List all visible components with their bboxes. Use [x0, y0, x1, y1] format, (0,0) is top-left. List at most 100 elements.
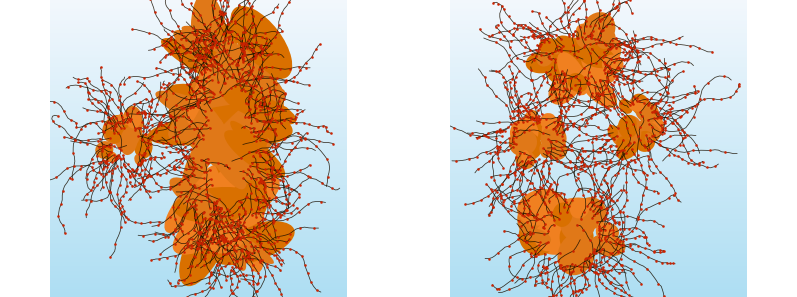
Bar — [450, 272, 747, 273]
Bar — [450, 275, 747, 276]
Bar — [450, 48, 747, 49]
Ellipse shape — [555, 35, 593, 70]
Ellipse shape — [168, 72, 277, 141]
Bar — [450, 7, 747, 9]
Bar — [50, 157, 347, 159]
Ellipse shape — [115, 132, 132, 152]
Ellipse shape — [575, 197, 607, 229]
Ellipse shape — [102, 117, 128, 144]
Ellipse shape — [560, 204, 596, 242]
Ellipse shape — [628, 98, 645, 112]
Bar — [50, 80, 347, 82]
Ellipse shape — [105, 115, 128, 143]
Bar — [50, 223, 347, 224]
Ellipse shape — [559, 224, 587, 261]
Bar — [50, 215, 347, 217]
Ellipse shape — [551, 227, 590, 252]
Bar — [50, 171, 347, 172]
Ellipse shape — [552, 203, 572, 227]
Ellipse shape — [189, 95, 247, 189]
Ellipse shape — [161, 38, 270, 98]
Bar — [50, 24, 347, 25]
Bar — [50, 55, 347, 56]
Bar — [50, 110, 347, 111]
Bar — [50, 211, 347, 212]
Ellipse shape — [596, 222, 616, 240]
Bar — [50, 108, 347, 110]
Bar — [50, 107, 347, 108]
Bar — [50, 48, 347, 49]
Bar — [450, 137, 747, 138]
Bar — [50, 291, 347, 293]
Bar — [450, 192, 747, 193]
Bar — [50, 168, 347, 169]
Bar — [50, 120, 347, 122]
Bar — [50, 30, 347, 31]
Ellipse shape — [120, 127, 138, 155]
Bar — [450, 177, 747, 178]
Bar — [50, 199, 347, 200]
Bar — [50, 263, 347, 264]
Ellipse shape — [549, 37, 595, 67]
Bar — [450, 65, 747, 67]
Bar — [50, 98, 347, 99]
Bar — [50, 198, 347, 199]
Ellipse shape — [571, 59, 603, 92]
Bar — [50, 276, 347, 278]
Bar — [50, 226, 347, 227]
Bar — [50, 39, 347, 40]
Bar — [450, 34, 747, 36]
Bar — [50, 46, 347, 48]
Bar — [50, 43, 347, 45]
Bar — [450, 97, 747, 98]
Bar — [450, 95, 747, 97]
Bar — [450, 257, 747, 258]
Bar — [450, 141, 747, 143]
Ellipse shape — [575, 23, 598, 48]
Ellipse shape — [616, 138, 639, 160]
Ellipse shape — [204, 45, 237, 74]
Bar — [50, 205, 347, 206]
Bar — [50, 22, 347, 24]
Bar — [50, 92, 347, 94]
Bar — [450, 143, 747, 144]
Ellipse shape — [177, 102, 292, 145]
Ellipse shape — [190, 133, 262, 178]
Bar — [50, 293, 347, 294]
Ellipse shape — [536, 51, 553, 67]
Bar — [450, 21, 747, 22]
Bar — [50, 244, 347, 245]
Ellipse shape — [607, 125, 618, 139]
Bar — [50, 143, 347, 144]
Ellipse shape — [569, 67, 616, 87]
Bar — [450, 162, 747, 163]
Bar — [450, 0, 747, 1]
Bar — [50, 77, 347, 79]
Bar — [50, 126, 347, 128]
Bar — [450, 25, 747, 27]
Bar — [450, 232, 747, 233]
Ellipse shape — [547, 140, 567, 160]
Ellipse shape — [633, 121, 661, 143]
Bar — [450, 184, 747, 186]
Bar — [450, 94, 747, 95]
Ellipse shape — [567, 223, 594, 256]
Bar — [50, 284, 347, 285]
Ellipse shape — [164, 163, 227, 233]
Bar — [50, 251, 347, 252]
Bar — [450, 285, 747, 287]
Ellipse shape — [196, 15, 255, 61]
Ellipse shape — [227, 212, 265, 231]
Bar — [450, 266, 747, 267]
Bar — [450, 114, 747, 116]
Bar — [50, 70, 347, 71]
Bar — [450, 27, 747, 28]
Bar — [450, 174, 747, 175]
Bar — [450, 4, 747, 6]
Bar — [50, 101, 347, 102]
Ellipse shape — [579, 26, 596, 44]
Ellipse shape — [569, 35, 600, 63]
Bar — [450, 89, 747, 91]
Bar — [450, 101, 747, 102]
Bar — [450, 119, 747, 120]
